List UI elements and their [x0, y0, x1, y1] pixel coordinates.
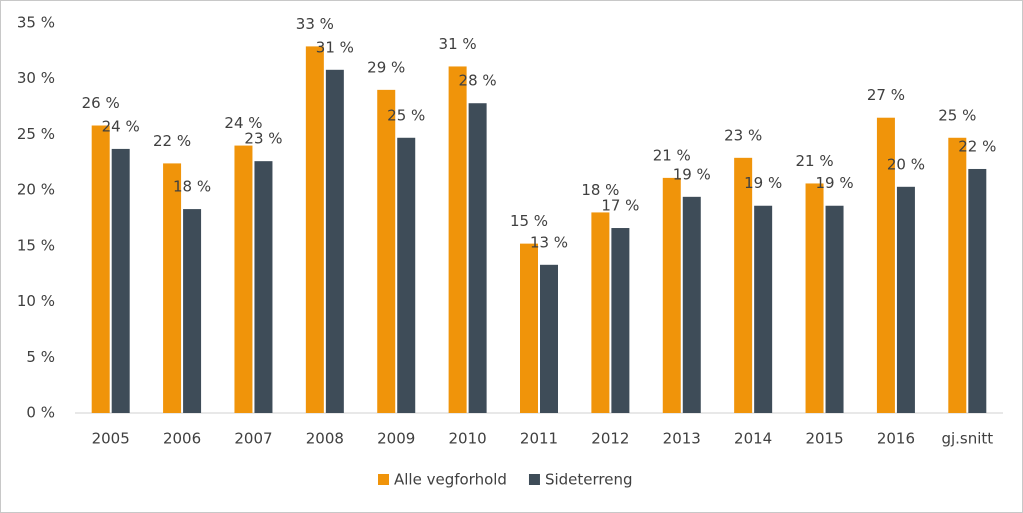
bar: [254, 161, 273, 413]
x-tick-label: 2008: [306, 430, 344, 448]
value-label: 15 %: [510, 212, 548, 230]
x-tick-label: 2016: [877, 430, 915, 448]
bar: [754, 205, 773, 413]
x-tick-label: 2014: [734, 430, 772, 448]
bar: [734, 157, 753, 413]
value-label: 26 %: [82, 94, 120, 112]
y-tick-label: 30 %: [17, 69, 55, 87]
value-label: 17 %: [601, 197, 639, 215]
value-label: 18 %: [581, 181, 619, 199]
value-label: 27 %: [867, 86, 905, 104]
value-label: 31 %: [439, 35, 477, 53]
value-label: 28 %: [459, 72, 497, 90]
legend-label: Sideterreng: [545, 471, 633, 489]
bar: [325, 69, 344, 414]
value-label: 18 %: [173, 178, 211, 196]
value-label: 25 %: [938, 106, 976, 124]
value-label: 31 %: [316, 38, 354, 56]
value-label: 21 %: [795, 152, 833, 170]
bar: [397, 137, 416, 413]
value-label: 13 %: [530, 233, 568, 251]
x-tick-label: 2010: [449, 430, 487, 448]
y-tick-label: 10 %: [17, 292, 55, 310]
y-tick-label: 15 %: [17, 236, 55, 254]
y-tick-label: 25 %: [17, 125, 55, 143]
x-tick-label: 2012: [591, 430, 629, 448]
bar: [662, 177, 681, 413]
bar: [805, 183, 824, 413]
value-label: 19 %: [744, 174, 782, 192]
bar: [968, 168, 987, 413]
bar: [682, 196, 701, 413]
bar: [91, 125, 110, 413]
value-label: 19 %: [673, 165, 711, 183]
bar: [540, 264, 558, 413]
bar: [377, 89, 396, 413]
value-label: 22 %: [153, 132, 191, 150]
bar: [591, 212, 610, 413]
bar: [448, 66, 467, 413]
value-label: 23 %: [724, 126, 762, 144]
bar: [825, 205, 844, 413]
y-tick-label: 5 %: [26, 348, 55, 366]
value-label: 22 %: [958, 137, 996, 155]
value-label: 24 %: [102, 117, 140, 135]
legend-swatch: [378, 474, 389, 485]
x-tick-label: 2013: [663, 430, 701, 448]
bar: [611, 228, 630, 413]
value-label: 25 %: [387, 106, 425, 124]
value-label: 19 %: [815, 174, 853, 192]
legend-label: Alle vegforhold: [394, 471, 507, 489]
x-tick-label: 2015: [805, 430, 843, 448]
value-label: 29 %: [367, 58, 405, 76]
value-label: 33 %: [296, 15, 334, 33]
x-tick-label: gj.snitt: [941, 430, 993, 448]
bar: [163, 163, 182, 413]
x-tick-label: 2005: [92, 430, 130, 448]
y-tick-label: 35 %: [17, 14, 55, 32]
value-label: 20 %: [887, 155, 925, 173]
x-tick-label: 2009: [377, 430, 415, 448]
legend-swatch: [528, 474, 540, 485]
x-tick-label: 2006: [163, 430, 201, 448]
bar: [234, 145, 253, 414]
value-label: 23 %: [244, 130, 282, 148]
y-tick-label: 20 %: [17, 181, 55, 199]
bar: [876, 117, 895, 413]
bar: [111, 148, 130, 413]
bar: [468, 103, 487, 413]
x-tick-label: 2011: [520, 430, 558, 448]
bar: [305, 46, 324, 414]
bar: [183, 209, 202, 413]
bar: [520, 243, 538, 413]
value-label: 24 %: [224, 114, 262, 132]
value-label: 21 %: [653, 146, 691, 164]
y-tick-label: 0 %: [26, 404, 55, 422]
bar: [896, 186, 915, 413]
x-tick-label: 2007: [234, 430, 272, 448]
bar: [948, 137, 967, 413]
